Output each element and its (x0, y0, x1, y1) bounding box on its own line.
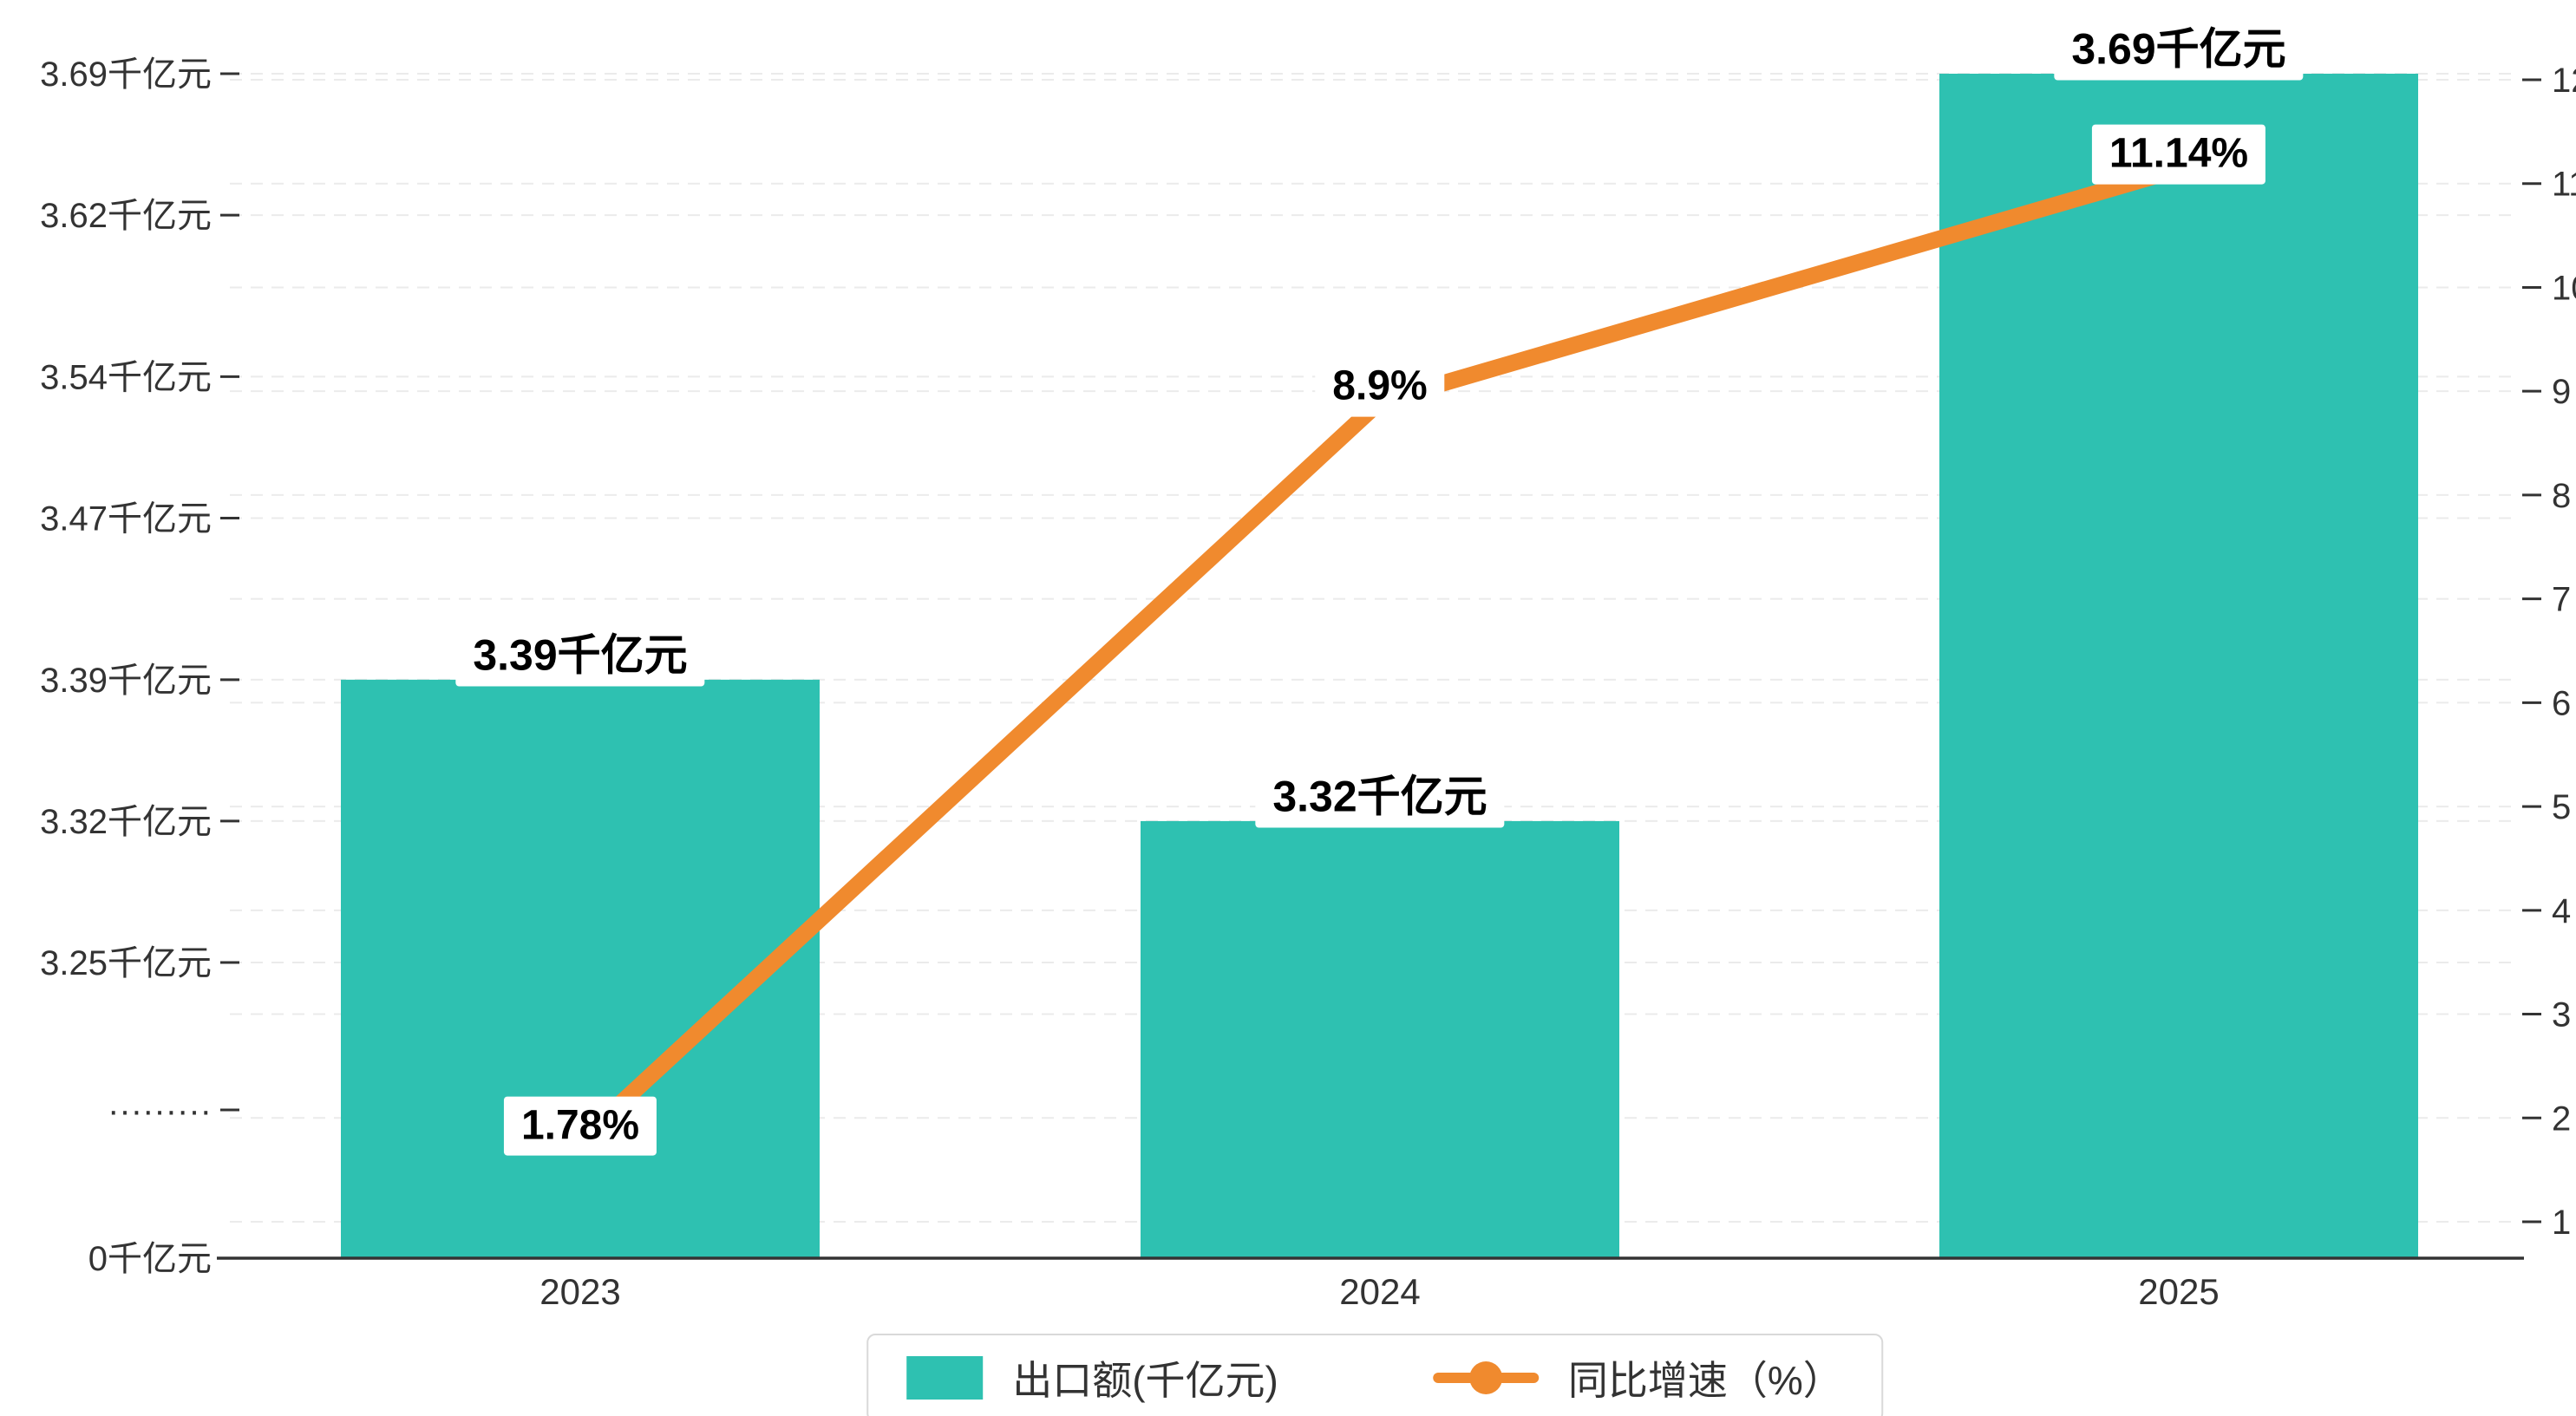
right-axis-label: 1 (2552, 1204, 2571, 1242)
right-axis-label: 4 (2552, 892, 2571, 930)
x-axis-label: 2024 (1339, 1271, 1420, 1312)
right-axis-label: 9 (2552, 373, 2571, 411)
legend-line-marker[interactable] (1432, 1355, 1539, 1400)
left-axis-label: 3.39千亿元 (40, 662, 212, 700)
legend-line-dot-icon (1468, 1361, 1502, 1394)
right-axis-label: 12 (2552, 62, 2576, 100)
left-axis-label: 3.69千亿元 (40, 55, 212, 94)
right-axis-label: 2 (2552, 1100, 2571, 1138)
left-axis-label: 3.54千亿元 (40, 358, 212, 396)
left-axis-label: 3.25千亿元 (40, 944, 212, 982)
x-axis-label: 2023 (539, 1271, 620, 1312)
legend-bar-label[interactable]: 出口额(千亿元) (1012, 1358, 1278, 1403)
left-axis-label: 3.62千亿元 (40, 197, 212, 235)
right-axis-label: 11 (2552, 166, 2576, 204)
bar-2023 (341, 679, 820, 1258)
right-axis-label: 5 (2552, 788, 2571, 826)
legend-bar-swatch[interactable] (906, 1356, 984, 1400)
right-axis-label: 10 (2552, 269, 2576, 307)
left-axis-label: 3.32千亿元 (40, 803, 212, 841)
right-axis-label: 3 (2552, 996, 2571, 1034)
left-axis-label: 0千亿元 (88, 1240, 212, 1278)
bar-2025 (1939, 74, 2418, 1258)
legend-line-label[interactable]: 同比增速（%） (1567, 1358, 1843, 1403)
right-axis-label: 7 (2552, 581, 2571, 619)
x-axis-label: 2025 (2138, 1271, 2219, 1312)
left-axis-label: 3.47千亿元 (40, 499, 212, 538)
bar-2024 (1141, 820, 1619, 1258)
right-axis-label: 8 (2552, 477, 2571, 515)
right-axis-label: 6 (2552, 684, 2571, 722)
legend: 出口额(千亿元) 同比增速（%） (866, 1334, 1883, 1416)
left-axis-label: ········· (108, 1092, 212, 1130)
